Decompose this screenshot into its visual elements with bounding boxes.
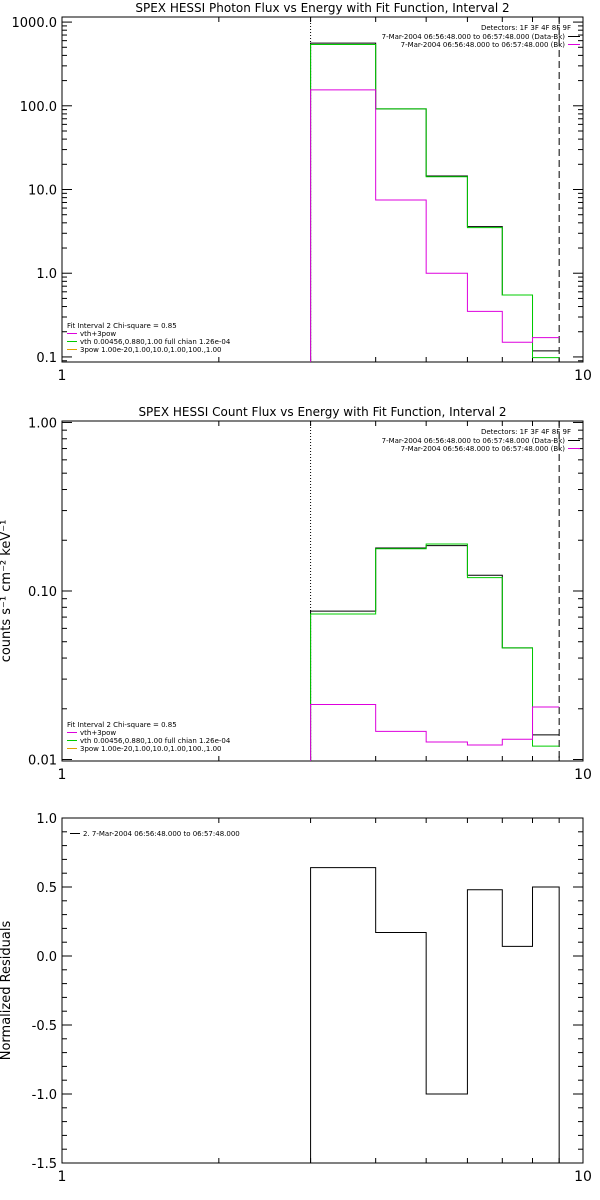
legend-bottom-left: Fit Interval 2 Chi-square = 0.85vth+3pow…: [67, 721, 231, 753]
y-tick-label: 1.0: [36, 267, 57, 282]
legend-entry-text: vth+3pow: [80, 330, 116, 338]
y-tick-label: 10.0: [28, 184, 57, 199]
legend-entry-text: 7-Mar-2004 06:56:48.000 to 06:57:48.000 …: [382, 437, 566, 445]
y-tick-label: 0.1: [36, 351, 57, 366]
series-1-line: [310, 42, 560, 362]
y-tick-label: 1.00: [28, 416, 57, 431]
legend-entry-text: vth 0.00456,0.880,1.00 full chian 1.26e-…: [80, 338, 231, 346]
series-1-line: [310, 545, 560, 761]
legend-fit-heading: Fit Interval 2 Chi-square = 0.85: [67, 322, 177, 330]
x-tick-label: 1: [58, 1169, 67, 1185]
legend-entry-text: vth+3pow: [80, 729, 116, 737]
series-3-line: [310, 89, 560, 362]
y-axis-label: Normalized Residuals: [0, 921, 14, 1061]
plot-frame: [61, 16, 584, 363]
legend-entry-text: 3pow 1.00e-20,1.00,10.0,1.00,100.,1.00: [80, 745, 222, 753]
y-tick-label: 0.5: [36, 881, 57, 896]
y-tick-label: 1.0: [36, 812, 57, 827]
legend-entry-text: vth 0.00456,0.880,1.00 full chian 1.26e-…: [80, 737, 231, 745]
plot-frame: [61, 817, 584, 1164]
x-tick-label: 1: [58, 767, 67, 783]
x-tick-label: 1: [58, 368, 67, 384]
series-2-line: [310, 43, 560, 362]
legend-top-right: Detectors: 1F 3F 4F 8F 9F7-Mar-2004 06:5…: [382, 428, 580, 453]
legend-entry-text: 3pow 1.00e-20,1.00,10.0,1.00,100.,1.00: [80, 346, 222, 354]
chart-panel-1: SPEX HESSI Photon Flux vs Energy with Fi…: [12, 1, 592, 384]
y-axis-label: counts s⁻¹ cm⁻² keV⁻¹: [0, 520, 14, 663]
x-tick-label: 10: [574, 1169, 592, 1185]
y-tick-label: 0.10: [28, 585, 57, 600]
x-tick-label: 10: [574, 767, 592, 783]
legend-entry-text: 7-Mar-2004 06:56:48.000 to 06:57:48.000 …: [382, 33, 566, 41]
chart-panel-3: 1 10 -1.5 -1.0 -0.5 0.0 0.5 1.0 Normalized Resid…: [0, 812, 592, 1185]
chart-title: SPEX HESSI Count Flux vs Energy with Fit…: [138, 405, 506, 419]
chart-panel-2: SPEX HESSI Count Flux vs Energy with Fit…: [0, 405, 592, 783]
series-2-line: [310, 543, 560, 761]
legend-top-left: 2. 7-Mar-2004 06:56:48.000 to 06:57:48.0…: [70, 830, 240, 838]
plot-frame: [61, 420, 584, 762]
series-3-line: [310, 704, 560, 761]
legend-detectors: Detectors: 1F 3F 4F 8F 9F: [481, 428, 571, 436]
y-tick-label: -0.5: [32, 1019, 57, 1034]
legend-bottom-left: Fit Interval 2 Chi-square = 0.85vth+3pow…: [67, 322, 231, 354]
y-tick-label: 0.0: [36, 950, 57, 965]
y-tick-label: -1.5: [32, 1157, 57, 1172]
x-tick-label: 10: [574, 368, 592, 384]
legend-entry-text: 2. 7-Mar-2004 06:56:48.000 to 06:57:48.0…: [83, 830, 240, 838]
y-tick-label: 0.01: [28, 754, 57, 769]
y-tick-label: 1000.0: [12, 16, 58, 31]
legend-top-right: Detectors: 1F 3F 4F 8F 9F7-Mar-2004 06:5…: [382, 24, 580, 49]
legend-entry-text: 7-Mar-2004 06:56:48.000 to 06:57:48.000 …: [401, 445, 566, 453]
legend-entry-text: 7-Mar-2004 06:56:48.000 to 06:57:48.000 …: [401, 41, 566, 49]
y-tick-label: -1.0: [32, 1088, 57, 1103]
y-tick-label: 100.0: [20, 100, 57, 115]
series-1-line: [310, 867, 560, 1163]
legend-detectors: Detectors: 1F 3F 4F 8F 9F: [481, 24, 571, 32]
chart-title: SPEX HESSI Photon Flux vs Energy with Fi…: [135, 1, 509, 15]
legend-fit-heading: Fit Interval 2 Chi-square = 0.85: [67, 721, 177, 729]
